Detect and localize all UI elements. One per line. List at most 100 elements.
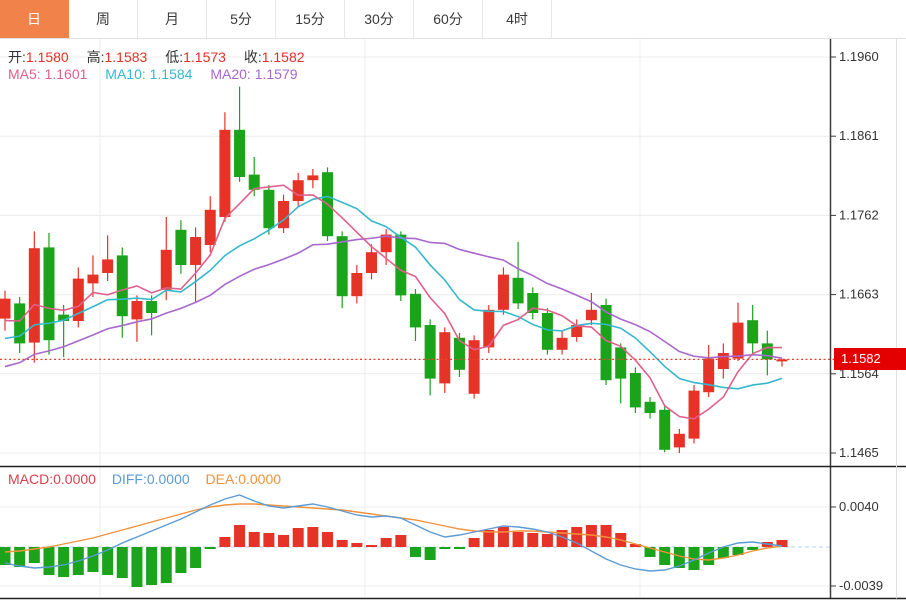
candle-body: [234, 129, 246, 177]
macd-hist-bar: [292, 528, 304, 547]
macd-hist-bar: [571, 527, 583, 547]
macd-hist-bar: [512, 532, 524, 547]
candle-body: [131, 301, 143, 320]
macd-hist-bar: [439, 547, 451, 549]
candle-body: [278, 201, 290, 229]
tab-5min[interactable]: 5分: [207, 0, 276, 38]
candle-body: [717, 353, 729, 369]
ohlc-readout: 开:1.1580 高:1.1583 低:1.1573 收:1.1582: [8, 47, 319, 67]
macd-hist-bar: [673, 547, 685, 568]
close-label: 收:: [243, 49, 262, 65]
macd-hist-bar: [204, 547, 216, 549]
candle-body: [43, 247, 55, 341]
macd-hist-bar: [717, 547, 729, 558]
candle-body: [116, 255, 128, 317]
candle-body: [307, 175, 319, 181]
macd-hist-bar: [424, 547, 436, 560]
candle-body: [659, 409, 671, 450]
candle-body: [204, 209, 216, 245]
candle-body: [747, 320, 759, 344]
macd-hist-bar: [175, 547, 187, 573]
price-axis-label: 1.1762: [839, 207, 879, 222]
candle-body: [102, 259, 114, 273]
macd-hist-bar: [116, 547, 128, 578]
close-value: 1.1582: [261, 49, 305, 65]
candle-body: [380, 234, 392, 253]
candle-body: [703, 358, 715, 393]
tab-day[interactable]: 日: [0, 0, 69, 38]
candle-body: [175, 229, 187, 265]
candle-body: [512, 277, 524, 304]
ma10-line: [4, 195, 783, 390]
candle-body: [14, 303, 26, 344]
candle-body: [0, 298, 11, 319]
tab-30min[interactable]: 30分: [345, 0, 414, 38]
candle-body: [439, 332, 451, 384]
macd-hist-bar: [644, 547, 656, 557]
candle-body: [395, 234, 407, 296]
macd-hist-bar: [351, 543, 363, 547]
macd-hist-bar: [629, 544, 641, 547]
candle-body: [219, 129, 231, 217]
macd-value-legend: MACD:0.0000: [8, 471, 96, 487]
tab-15min[interactable]: 15分: [276, 0, 345, 38]
macd-hist-bar: [703, 547, 715, 565]
tab-60min[interactable]: 60分: [414, 0, 483, 38]
macd-hist-bar: [585, 525, 597, 547]
macd-legend: MACD:0.0000 DIFF:0.0000 DEA:0.0000: [8, 471, 293, 487]
candle-body: [336, 236, 348, 297]
price-axis-label: 1.1861: [839, 128, 879, 143]
candle-body: [585, 309, 597, 321]
candle-body: [483, 309, 495, 348]
macd-hist-bar: [776, 540, 788, 547]
macd-hist-bar: [600, 525, 612, 547]
macd-hist-bar: [160, 547, 172, 583]
macd-hist-bar: [58, 547, 70, 577]
macd-hist-bar: [146, 547, 158, 585]
candle-body: [160, 249, 172, 290]
open-value: 1.1580: [25, 49, 69, 65]
candle-body: [146, 301, 158, 313]
dea-value-legend: DEA:0.0000: [205, 471, 282, 487]
macd-hist-bar: [0, 547, 11, 565]
candle-body: [761, 343, 773, 360]
macd-hist-bar: [497, 527, 509, 547]
tab-month[interactable]: 月: [138, 0, 207, 38]
candle-body: [497, 274, 509, 310]
macd-hist-bar: [322, 532, 334, 547]
candle-body: [366, 252, 377, 273]
timeframe-tabbar: 日 周 月 5分 15分 30分 60分 4时: [0, 0, 906, 39]
macd-hist-bar: [541, 534, 553, 547]
macd-axis-label: 0.0040: [839, 499, 879, 514]
macd-hist-bar: [263, 533, 275, 547]
high-label: 高:: [86, 49, 105, 65]
ma5-line: [4, 184, 782, 420]
ma5-legend: MA5: 1.1601: [8, 66, 88, 82]
candle-body: [424, 325, 436, 379]
price-axis-label: 1.1960: [839, 49, 879, 64]
candle-body: [615, 347, 627, 379]
macd-hist-bar: [732, 547, 744, 555]
candle-body: [688, 390, 700, 439]
macd-hist-bar: [366, 545, 377, 547]
macd-hist-bar: [219, 537, 231, 547]
macd-axis-label: -0.0039: [839, 578, 883, 593]
tab-week[interactable]: 周: [69, 0, 138, 38]
macd-hist-bar: [395, 535, 407, 547]
open-label: 开:: [8, 49, 26, 65]
tab-4hour[interactable]: 4时: [483, 0, 552, 38]
candle-body: [776, 359, 788, 362]
low-value: 1.1573: [183, 49, 226, 65]
macd-hist-bar: [14, 547, 26, 567]
ma-legend: MA5: 1.1601 MA10: 1.1584 MA20: 1.1579: [8, 66, 312, 82]
macd-hist-bar: [248, 532, 260, 547]
candle-body: [644, 401, 656, 413]
candle-body: [732, 322, 744, 359]
price-axis-label: 1.1465: [839, 445, 879, 460]
macd-hist-bar: [453, 547, 465, 549]
candle-body: [629, 373, 641, 408]
candle-body: [571, 325, 583, 337]
macd-hist-bar: [380, 538, 392, 547]
